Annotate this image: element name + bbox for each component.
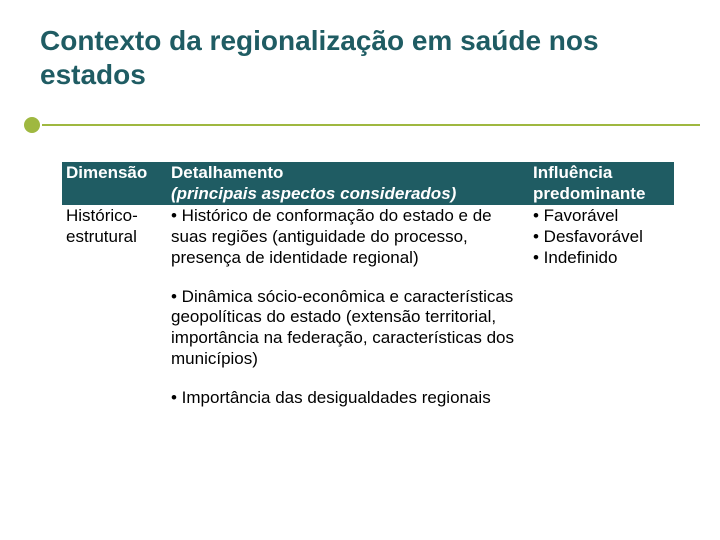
- detail-bullet-2: • Dinâmica sócio-econômica e característ…: [171, 287, 525, 370]
- influencia-3: • Indefinido: [533, 248, 670, 269]
- header-detalhamento-main: Detalhamento: [171, 163, 283, 182]
- header-dimensao-text: Dimensão: [66, 163, 147, 182]
- content-table-wrap: Dimensão Detalhamento (principais aspect…: [62, 162, 674, 409]
- table-row: Histórico-estrutural • Histórico de conf…: [62, 205, 674, 409]
- header-dimensao: Dimensão: [62, 162, 167, 205]
- header-influencia: Influência predominante: [529, 162, 674, 205]
- detail-bullet-3: • Importância das desigualdades regionai…: [171, 388, 525, 409]
- detail-bullet-1: • Histórico de conformação do estado e d…: [171, 206, 525, 268]
- cell-detalhamento: • Histórico de conformação do estado e d…: [167, 205, 529, 409]
- header-influencia-sub: predominante: [533, 184, 645, 203]
- table-header-row: Dimensão Detalhamento (principais aspect…: [62, 162, 674, 205]
- influencia-2: • Desfavorável: [533, 227, 670, 248]
- header-detalhamento-sub: (principais aspectos considerados): [171, 184, 456, 203]
- slide-title: Contexto da regionalização em saúde nos …: [40, 24, 680, 91]
- content-table: Dimensão Detalhamento (principais aspect…: [62, 162, 674, 409]
- header-influencia-main: Influência: [533, 163, 612, 182]
- title-underline: [20, 110, 700, 140]
- influencia-1: • Favorável: [533, 206, 670, 227]
- header-detalhamento: Detalhamento (principais aspectos consid…: [167, 162, 529, 205]
- cell-influencia: • Favorável • Desfavorável • Indefinido: [529, 205, 674, 409]
- slide-title-block: Contexto da regionalização em saúde nos …: [40, 24, 680, 91]
- spacer: [171, 370, 525, 388]
- cell-dimensao: Histórico-estrutural: [62, 205, 167, 409]
- spacer: [171, 269, 525, 287]
- dimensao-label: Histórico-estrutural: [66, 206, 138, 246]
